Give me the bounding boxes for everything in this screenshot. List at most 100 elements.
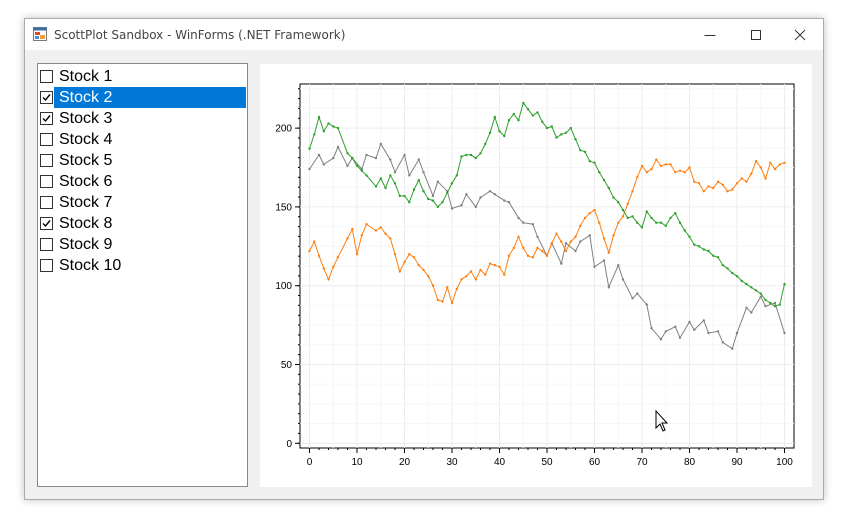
data-point [465,275,468,278]
list-item[interactable]: Stock 4 [38,129,247,150]
data-point [693,328,696,331]
data-point [422,171,425,174]
data-point [441,300,444,303]
stock-chart[interactable]: 0 10 20 30 40 50 60 70 80 90 100 0 50 100 150 200 [260,64,812,487]
data-point [346,237,349,240]
data-point [598,221,601,224]
data-point [460,278,463,281]
data-point [621,208,625,212]
stock-checked-list[interactable]: Stock 1 Stock 2 Stock 3 Stock 4 Stock 5 Stock… [37,63,248,487]
data-point [503,199,506,202]
data-point [465,153,468,157]
data-point [650,327,653,330]
list-item-label: Stock 5 [59,152,113,169]
list-item-label: Stock 7 [59,194,113,211]
data-point [308,147,311,150]
data-point [560,240,563,243]
data-point [759,166,762,169]
data-point [626,202,629,205]
list-item-label: Stock 8 [59,215,113,232]
checkbox-checked[interactable] [40,91,53,104]
checkbox[interactable] [40,175,53,188]
list-item[interactable]: Stock 2 [38,87,247,108]
data-point [683,171,686,174]
checkbox[interactable] [40,154,53,167]
data-point [484,273,487,276]
data-point [436,180,439,183]
list-item[interactable]: Stock 10 [38,255,247,276]
minimize-button[interactable] [687,19,733,50]
data-point [412,188,416,191]
data-point [441,201,444,204]
data-point [579,149,582,152]
data-point [384,186,387,190]
checkmark-icon [42,115,51,123]
maximize-button[interactable] [733,19,779,50]
data-point [716,256,720,259]
data-point [716,330,720,333]
data-point [750,286,753,289]
data-point [498,130,501,133]
data-point [707,331,710,335]
data-point [645,171,648,174]
data-point [783,161,786,164]
checkbox[interactable] [40,238,53,251]
list-item-label: Stock 2 [54,87,246,108]
checkbox[interactable] [40,259,53,272]
checkbox-checked[interactable] [40,217,53,230]
data-point [560,133,563,136]
checkbox[interactable] [40,70,53,83]
data-point [726,267,729,270]
list-item[interactable]: Stock 8 [38,213,247,234]
list-item[interactable]: Stock 6 [38,171,247,192]
data-point [674,171,677,174]
data-point [332,125,335,128]
data-point [764,298,767,302]
data-point [403,194,406,198]
data-point [674,212,677,215]
data-point [365,223,368,226]
data-point [664,224,667,227]
data-point [579,240,582,243]
data-point [602,178,606,182]
data-point [664,163,667,166]
data-point [574,249,577,253]
data-point [607,251,610,254]
list-item-label: Stock 4 [59,131,113,148]
data-point [536,246,539,250]
data-point [507,201,511,204]
data-point [735,182,739,185]
list-item-label: Stock 3 [59,110,113,127]
data-point [536,235,539,238]
title-bar[interactable]: ScottPlot Sandbox - WinForms (.NET Frame… [25,19,823,50]
plot-panel[interactable]: 0 10 20 30 40 50 60 70 80 90 100 0 50 100 150 200 [260,64,812,487]
data-point [398,270,401,273]
checkbox[interactable] [40,133,53,146]
data-point [702,319,705,322]
data-point [308,167,311,171]
data-point [469,270,473,273]
list-item[interactable]: Stock 1 [38,66,247,87]
series-stock-8 [308,101,786,308]
checkbox-checked[interactable] [40,112,53,125]
data-point [721,341,724,344]
data-point [655,221,658,224]
list-item[interactable]: Stock 7 [38,192,247,213]
data-point [436,205,439,209]
data-point [465,193,468,196]
app-icon [33,27,47,41]
checkbox[interactable] [40,196,53,209]
data-point [564,242,568,245]
list-item[interactable]: Stock 9 [38,234,247,255]
list-item[interactable]: Stock 5 [38,150,247,171]
data-point [612,196,615,199]
data-point [631,190,634,193]
data-point [488,131,492,134]
data-point [379,177,382,180]
list-item[interactable]: Stock 3 [38,108,247,129]
data-point [655,158,658,161]
data-point [460,204,463,207]
list-item-label: Stock 9 [59,236,113,253]
data-point [740,177,743,180]
close-button[interactable] [777,19,823,50]
